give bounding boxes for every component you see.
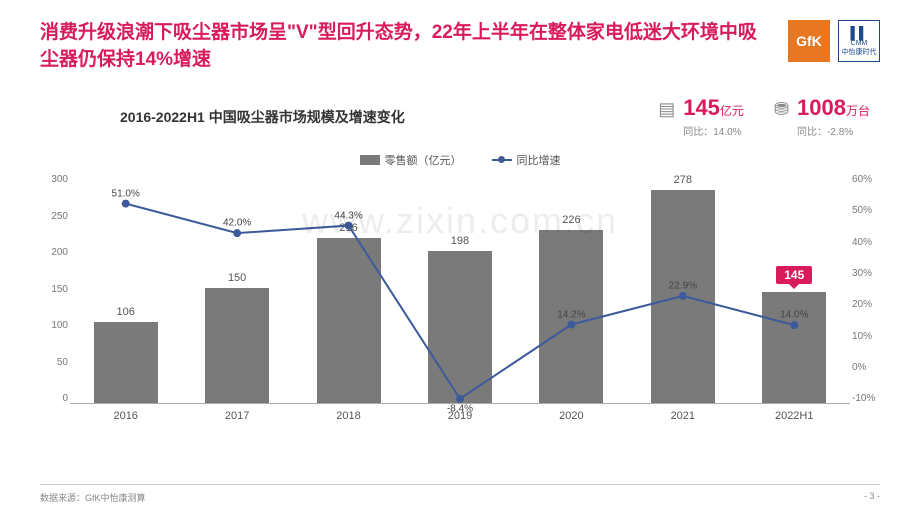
logo-gfk: GfK <box>788 20 830 62</box>
y-axis-left: 300250200150100500 <box>42 174 68 404</box>
legend: 零售额（亿元） 同比增速 <box>40 152 880 168</box>
chart-title: 2016-2022H1 中国吸尘器市场规模及增速变化 <box>120 107 628 127</box>
footer-source: 数据来源：GfK中怡康测算 <box>40 491 146 504</box>
page-number: - 3 - <box>864 491 880 504</box>
chart: 300250200150100500 60%50%40%30%20%10%0%-… <box>70 174 850 454</box>
slide-title: 消费升级浪潮下吸尘器市场呈"V"型回升态势，22年上半年在整体家电低迷大环境中吸… <box>40 20 760 73</box>
legend-line-swatch <box>492 159 512 161</box>
stack-icon: ▤ <box>658 99 675 120</box>
line-series <box>70 174 850 404</box>
logo-cmm: ▌▌ CMM 中怡康时代 <box>838 20 880 62</box>
y-axis-right: 60%50%40%30%20%10%0%-10% <box>852 174 882 404</box>
stat-units: ⛃ 1008万台 同比：-2.8% <box>774 95 870 138</box>
stat-sales: ▤ 145亿元 同比：14.0% <box>658 95 744 138</box>
coins-icon: ⛃ <box>774 99 789 120</box>
x-axis: 2016201720182019202020212022H1 <box>70 410 850 422</box>
legend-bar-swatch <box>360 155 380 165</box>
